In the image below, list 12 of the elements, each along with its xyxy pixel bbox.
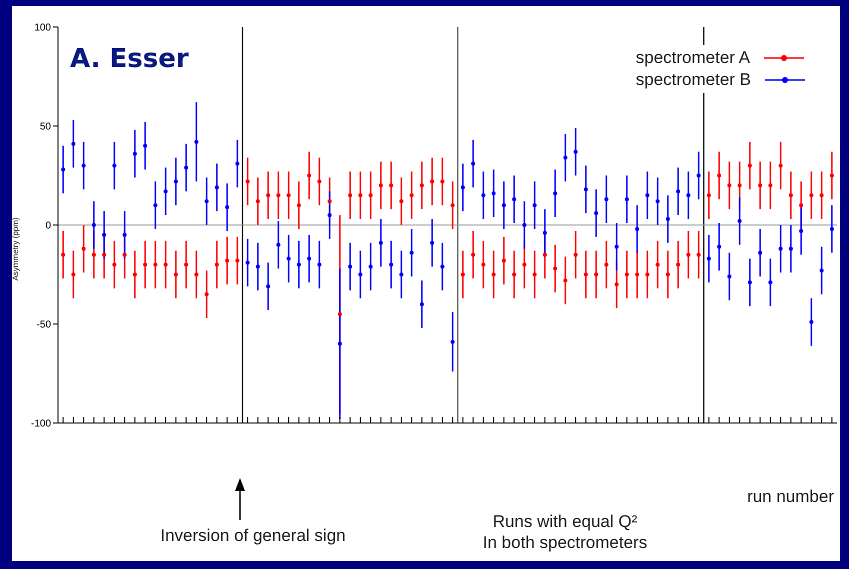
y-axis-title: Asymmetry (ppm) (11, 217, 20, 281)
y-tick-label: 0 (45, 220, 52, 232)
y-tick-label: 50 (40, 122, 52, 133)
text: Inversion of general sign (160, 526, 346, 545)
legend-label: spectrometer B (636, 69, 751, 91)
y-tick-label: 100 (34, 22, 52, 34)
text: Runs with equal Q² In both spectrometers (482, 512, 648, 552)
y-tick-label: -50 (36, 320, 52, 331)
text: A. Esser (70, 44, 189, 74)
legend-label: spectrometer A (636, 47, 750, 69)
x-axis-title: run number (747, 487, 834, 506)
y-tick-label: -100 (30, 418, 52, 430)
